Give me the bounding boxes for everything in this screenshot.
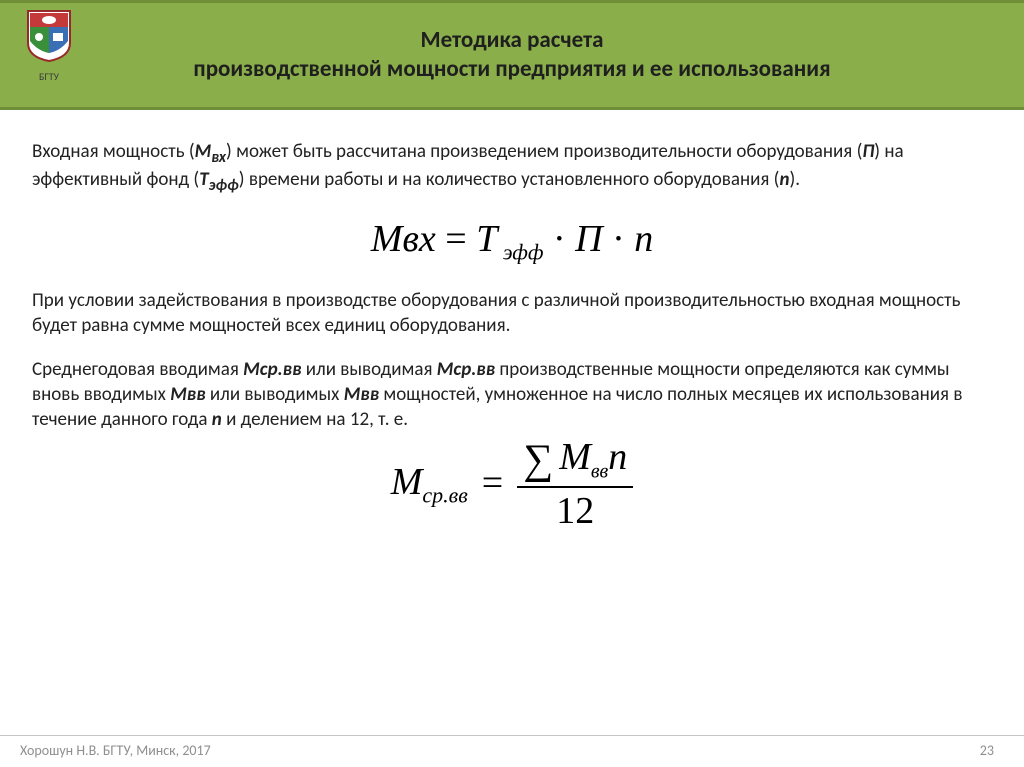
f2-num-m: M bbox=[559, 436, 591, 478]
paragraph-1: Входная мощность (Мвх) может быть рассчи… bbox=[32, 140, 992, 197]
var: Мвв bbox=[170, 383, 205, 406]
formula-2: Mср.вв = ∑ Mввn 12 bbox=[32, 438, 992, 530]
f2-numerator: ∑ Mввn bbox=[517, 438, 633, 486]
f1-eq: = bbox=[436, 218, 476, 260]
var-t: Т bbox=[199, 168, 208, 191]
logo-area: БГТУ bbox=[18, 9, 80, 83]
text: ) времени работы и на количество установ… bbox=[239, 168, 780, 191]
f1-t: T bbox=[476, 218, 497, 260]
var: n bbox=[212, 408, 222, 431]
f1-dot: · bbox=[603, 218, 635, 260]
var-t-sub: эфф bbox=[209, 176, 239, 195]
paragraph-2: При условии задействования в производств… bbox=[32, 289, 992, 338]
f2-num-n: n bbox=[608, 436, 627, 478]
f2-lhs: Mср.вв bbox=[391, 458, 468, 510]
formula-1: Mвх = T эфф · П · n bbox=[32, 215, 992, 267]
footer: Хорошун Н.В. БГТУ, Минск, 2017 23 bbox=[0, 735, 1024, 767]
f2-fraction: ∑ Mввn 12 bbox=[517, 438, 633, 530]
var-m: М bbox=[195, 140, 212, 163]
sigma-icon: ∑ bbox=[523, 439, 553, 481]
f1-pi: П bbox=[575, 218, 602, 260]
title-line-1: Методика расчета bbox=[80, 26, 944, 55]
f1-tsub: эфф bbox=[497, 239, 543, 264]
f1-n: n bbox=[634, 218, 653, 260]
var-n: n bbox=[779, 168, 789, 191]
university-shield-icon bbox=[26, 9, 72, 63]
text: или выводимая bbox=[301, 358, 436, 381]
f1-dot: · bbox=[543, 218, 575, 260]
text: Среднегодовая вводимая bbox=[32, 358, 243, 381]
f2-num-sub: вв bbox=[591, 461, 608, 483]
page-number: 23 bbox=[980, 742, 994, 759]
slide-title: Методика расчета производственной мощнос… bbox=[0, 26, 1024, 84]
f2-sub: ср.вв bbox=[422, 483, 467, 508]
text: ) может быть рассчитана произведением пр… bbox=[226, 140, 862, 163]
slide-body: Входная мощность (Мвх) может быть рассчи… bbox=[0, 110, 1024, 530]
var-pi: П bbox=[862, 140, 874, 163]
f2-denominator: 12 bbox=[556, 488, 594, 530]
text: ). bbox=[789, 168, 800, 191]
var: Мср.вв bbox=[437, 358, 495, 381]
f1-lhs: Mвх bbox=[371, 218, 436, 260]
var-m-sub: вх bbox=[211, 148, 226, 167]
var: Мср.вв bbox=[243, 358, 301, 381]
paragraph-3: Среднегодовая вводимая Мср.вв или выводи… bbox=[32, 358, 992, 432]
title-line-2: производственной мощности предприятия и … bbox=[80, 55, 944, 84]
footer-author: Хорошун Н.В. БГТУ, Минск, 2017 bbox=[20, 742, 211, 759]
logo-caption: БГТУ bbox=[18, 70, 80, 83]
title-band: БГТУ Методика расчета производственной м… bbox=[0, 0, 1024, 110]
text: и делением на 12, т. е. bbox=[222, 408, 408, 431]
text: Входная мощность ( bbox=[32, 140, 195, 163]
f2-eq: = bbox=[482, 459, 503, 508]
f2-m: M bbox=[391, 461, 423, 503]
var: Мвв bbox=[344, 383, 379, 406]
text: или выводимых bbox=[206, 383, 344, 406]
